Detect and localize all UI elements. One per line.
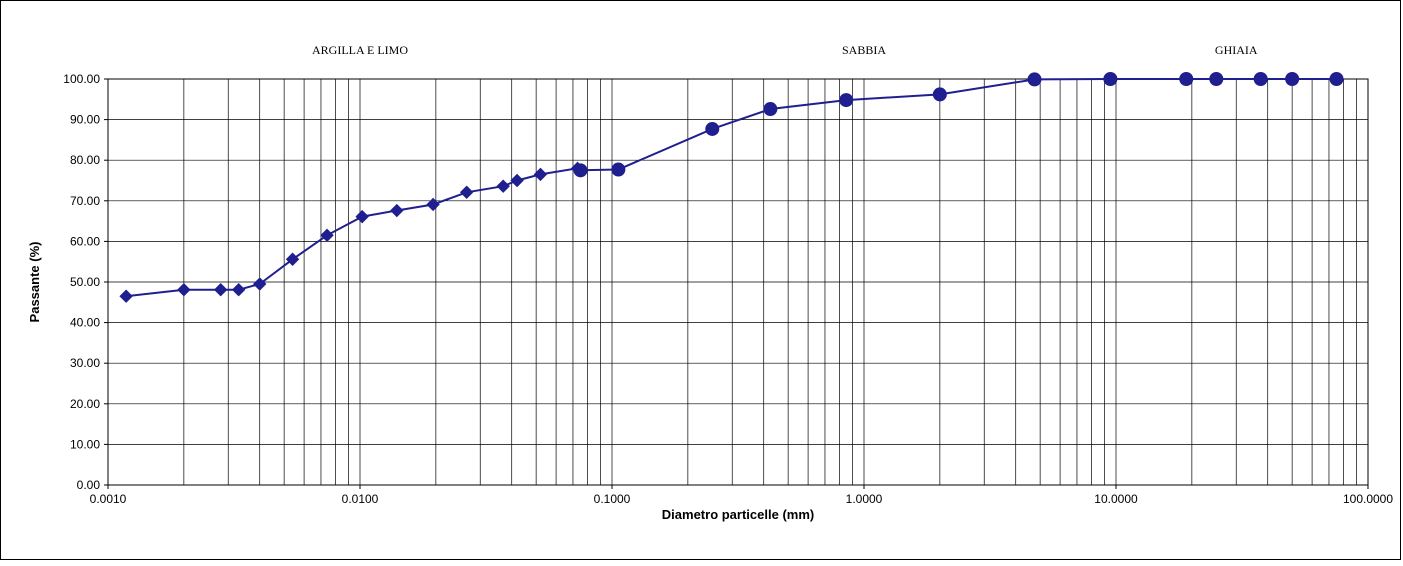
y-tick-label: 60.00 bbox=[70, 234, 100, 248]
circle-point bbox=[1329, 72, 1344, 86]
zone-label: GHIAIA bbox=[1215, 43, 1258, 57]
x-tick-label: 0.1000 bbox=[594, 492, 631, 506]
diamond-point bbox=[459, 185, 474, 199]
y-tick-label: 10.00 bbox=[70, 437, 100, 451]
diamond-point bbox=[213, 283, 228, 297]
y-tick-label: 80.00 bbox=[70, 153, 100, 167]
x-tick-label: 100.0000 bbox=[1343, 492, 1393, 506]
gradation-curve bbox=[125, 78, 1337, 298]
diamond-point bbox=[231, 283, 246, 297]
circle-point bbox=[1027, 72, 1042, 87]
circle-point bbox=[1103, 72, 1118, 86]
circle-point bbox=[573, 163, 588, 178]
zone-labels: ARGILLA E LIMO SABBIA GHIAIA bbox=[312, 43, 1258, 57]
circle-point bbox=[611, 162, 626, 177]
y-tick-label: 30.00 bbox=[70, 356, 100, 370]
circle-point bbox=[763, 102, 778, 117]
x-tick-label: 1.0000 bbox=[846, 492, 883, 506]
circle-point bbox=[1179, 72, 1194, 86]
zone-label: SABBIA bbox=[842, 43, 886, 57]
y-tick-label: 0.00 bbox=[77, 478, 101, 492]
circle-point bbox=[705, 121, 720, 136]
diamond-point bbox=[510, 173, 524, 188]
circle-point bbox=[1285, 72, 1300, 86]
diamond-point bbox=[320, 228, 334, 243]
grid-lines bbox=[108, 79, 1368, 485]
y-tick-label: 50.00 bbox=[70, 275, 100, 289]
diamond-point bbox=[253, 277, 267, 291]
y-tick-label: 100.00 bbox=[63, 72, 100, 86]
circle-point bbox=[1253, 72, 1268, 86]
x-axis-title: Diametro particelle (mm) bbox=[662, 507, 814, 522]
diamond-point bbox=[355, 209, 369, 224]
circle-point bbox=[839, 93, 854, 108]
y-axis-title: Passante (%) bbox=[27, 242, 42, 323]
zone-label: ARGILLA E LIMO bbox=[312, 43, 408, 57]
diamond-point bbox=[177, 283, 191, 297]
y-tick-label: 90.00 bbox=[70, 113, 100, 127]
x-tick-label: 10.0000 bbox=[1094, 492, 1138, 506]
diamond-point bbox=[390, 203, 404, 218]
diamond-point bbox=[119, 289, 133, 303]
circle-point bbox=[1209, 72, 1224, 86]
y-tick-label: 40.00 bbox=[70, 316, 100, 330]
data-series bbox=[119, 72, 1344, 303]
y-axis-ticks: 0.00 10.00 20.00 30.00 40.00 50.00 60.00 70.00 8… bbox=[63, 72, 108, 492]
diamond-point bbox=[426, 197, 440, 212]
y-tick-label: 70.00 bbox=[70, 194, 100, 208]
y-tick-label: 20.00 bbox=[70, 397, 100, 411]
x-axis-ticks: 0.0010 0.0100 0.1000 1.0000 10.0000 100.0000 bbox=[90, 485, 1393, 506]
x-tick-label: 0.0010 bbox=[90, 492, 127, 506]
x-tick-label: 0.0100 bbox=[342, 492, 379, 506]
diamond-point bbox=[533, 167, 548, 182]
circle-point bbox=[932, 87, 947, 102]
diamond-point bbox=[496, 179, 510, 193]
diamond-point bbox=[285, 252, 300, 266]
